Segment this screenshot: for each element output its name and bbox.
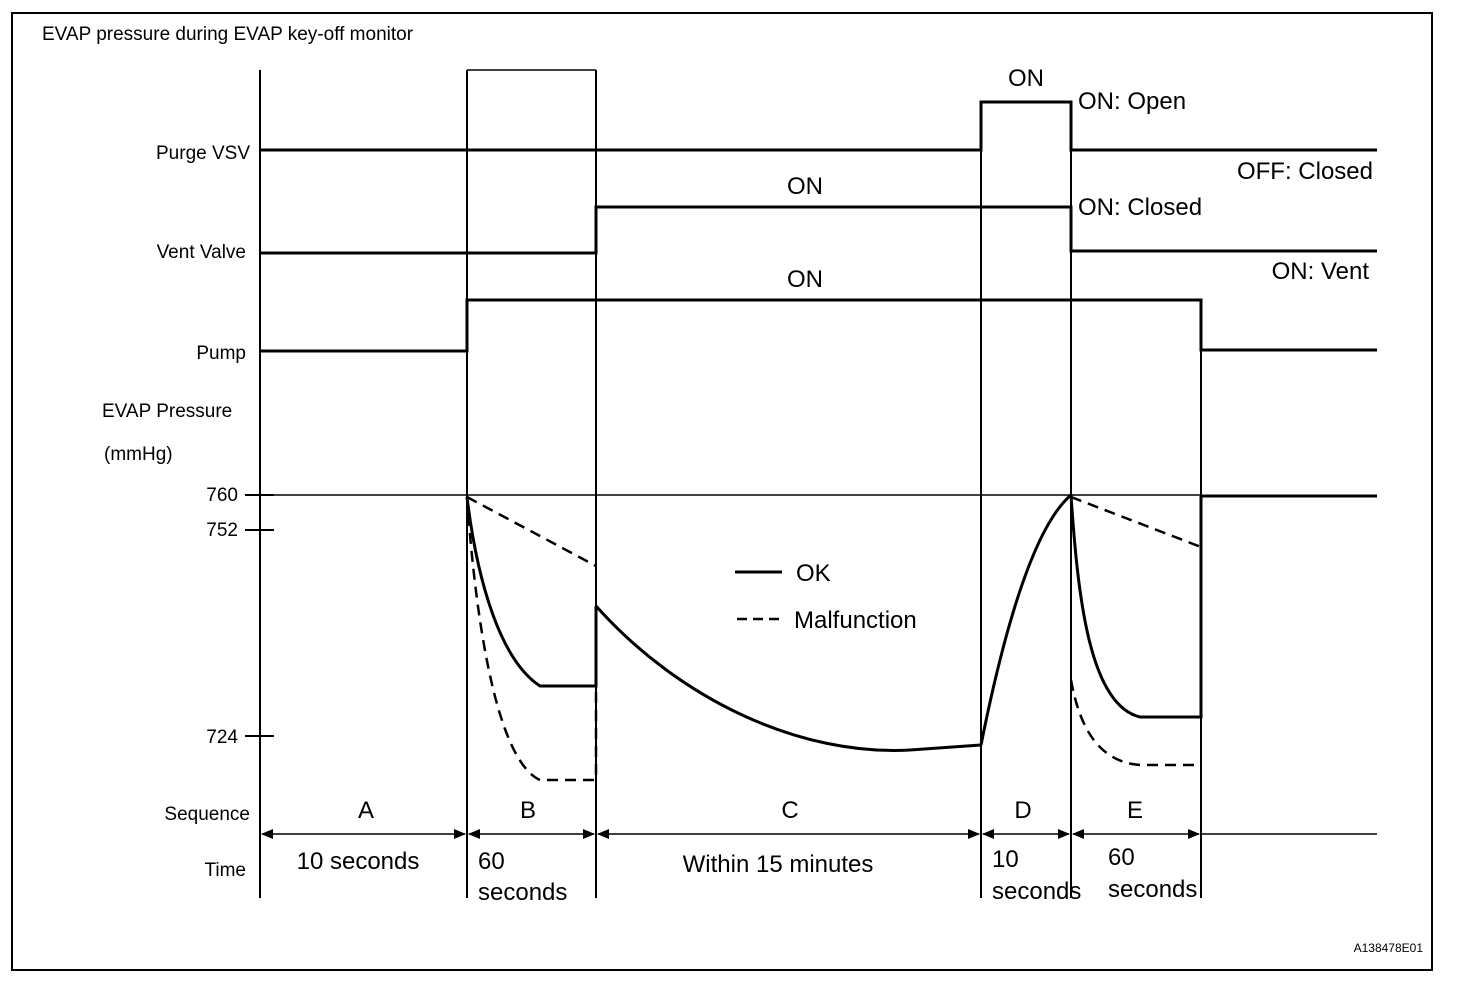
legend: OK Malfunction [735,560,917,634]
malfunction-fast-e [1069,679,1201,767]
phase-d-time-1: 10 [992,846,1019,873]
figure-frame [11,12,1433,971]
ok-curve-e [1069,494,1203,719]
tick-label-760: 760 [206,485,238,506]
vent-on-closed-label: ON: Closed [1078,194,1202,221]
label-purge-vsv: Purge VSV [156,143,250,164]
phase-e-time-1: 60 [1108,844,1135,871]
phase-e-name: E [1127,797,1143,824]
label-vent-valve: Vent Valve [157,242,246,263]
phase-d-time-2: seconds [992,878,1081,905]
tick-label-724: 724 [206,727,238,748]
phase-a-name: A [358,797,374,824]
phase-c-time: Within 15 minutes [683,851,874,878]
vent-on-label: ON [787,173,823,200]
figure-id: A138478E01 [1354,941,1424,955]
phase-b-name: B [520,797,536,824]
phase-b-time-2: seconds [478,879,567,906]
label-pump: Pump [196,343,246,364]
phase-a-time: 10 seconds [297,848,420,875]
legend-ok-label: OK [796,560,831,587]
tick-label-752: 752 [206,520,238,541]
pressure-axis: 760 752 724 [206,485,274,748]
malfunction-slow-b [466,495,597,568]
phase-boundaries [259,70,1202,898]
ok-curve-d [979,493,1072,746]
purge-on-label: ON [1008,65,1044,92]
pressure-malfunction-curves [465,495,1202,782]
pressure-ok-curves [465,493,1203,752]
diagram-title: EVAP pressure during EVAP key-off monito… [42,24,414,45]
ok-curve-c [594,605,982,752]
purge-off-closed-label: OFF: Closed [1237,158,1373,185]
label-unit: (mmHg) [104,444,173,465]
phase-times: 10 seconds 60 seconds Within 15 minutes … [297,844,1198,906]
legend-malfunction-label: Malfunction [794,607,917,634]
phase-names: A B C D E [358,797,1143,824]
ok-curve-b [465,496,598,688]
purge-vsv-signal [260,100,1377,152]
vent-on-vent-label: ON: Vent [1272,258,1370,285]
pump-signal [260,298,1377,353]
purge-on-open-label: ON: Open [1078,88,1186,115]
phase-d-name: D [1014,797,1031,824]
vent-valve-signal [260,205,1377,255]
malfunction-slow-e [1070,495,1202,549]
label-sequence: Sequence [164,804,250,825]
phase-b-time-1: 60 [478,848,505,875]
phase-e-time-2: seconds [1108,876,1197,903]
label-time: Time [204,860,246,881]
pump-on-label: ON [787,266,823,293]
phase-c-name: C [781,797,798,824]
label-evap-pressure: EVAP Pressure [102,401,232,422]
malfunction-fast-b [465,496,598,782]
